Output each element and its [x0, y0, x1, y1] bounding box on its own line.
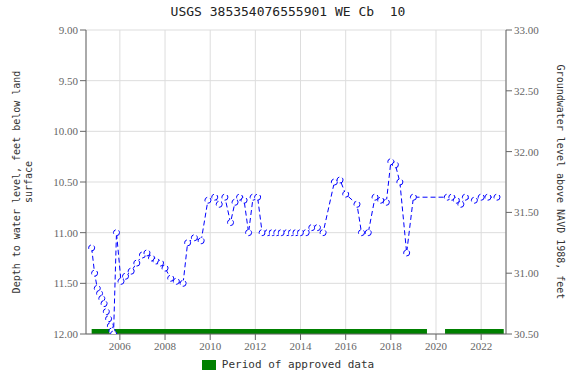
svg-text:Depth to water level, feet bel: Depth to water level, feet below landsur…	[11, 71, 34, 294]
svg-text:2006: 2006	[109, 340, 132, 352]
svg-text:31.50: 31.50	[514, 206, 539, 218]
svg-text:Groundwater level above NAVD 1: Groundwater level above NAVD 1988, feet	[555, 65, 566, 300]
svg-text:2012: 2012	[244, 340, 266, 352]
svg-text:31.00: 31.00	[514, 267, 539, 279]
svg-text:2008: 2008	[154, 340, 177, 352]
svg-text:2022: 2022	[470, 340, 492, 352]
svg-text:11.50: 11.50	[54, 277, 79, 289]
svg-text:32.50: 32.50	[514, 85, 539, 97]
svg-text:9.50: 9.50	[59, 75, 79, 87]
html-text:Period of approved data: Period of approved data	[221, 358, 375, 371]
svg-text:11.00: 11.00	[54, 227, 79, 239]
svg-text:2014: 2014	[290, 340, 313, 352]
svg-text:2016: 2016	[335, 340, 358, 352]
svg-text:12.00: 12.00	[53, 328, 78, 340]
svg-text:9.00: 9.00	[59, 24, 79, 36]
svg-text:2020: 2020	[425, 340, 448, 352]
svg-text:10.50: 10.50	[53, 176, 78, 188]
svg-text:30.50: 30.50	[514, 328, 539, 340]
html-text:USGS 385354076555901 WE Cb 10: USGS 385354076555901 WE Cb 10	[170, 4, 406, 19]
svg-text:33.00: 33.00	[514, 24, 539, 36]
svg-text:2010: 2010	[199, 340, 222, 352]
svg-text:32.00: 32.00	[514, 146, 539, 158]
svg-text:10.00: 10.00	[53, 125, 78, 137]
svg-text:2018: 2018	[380, 340, 403, 352]
